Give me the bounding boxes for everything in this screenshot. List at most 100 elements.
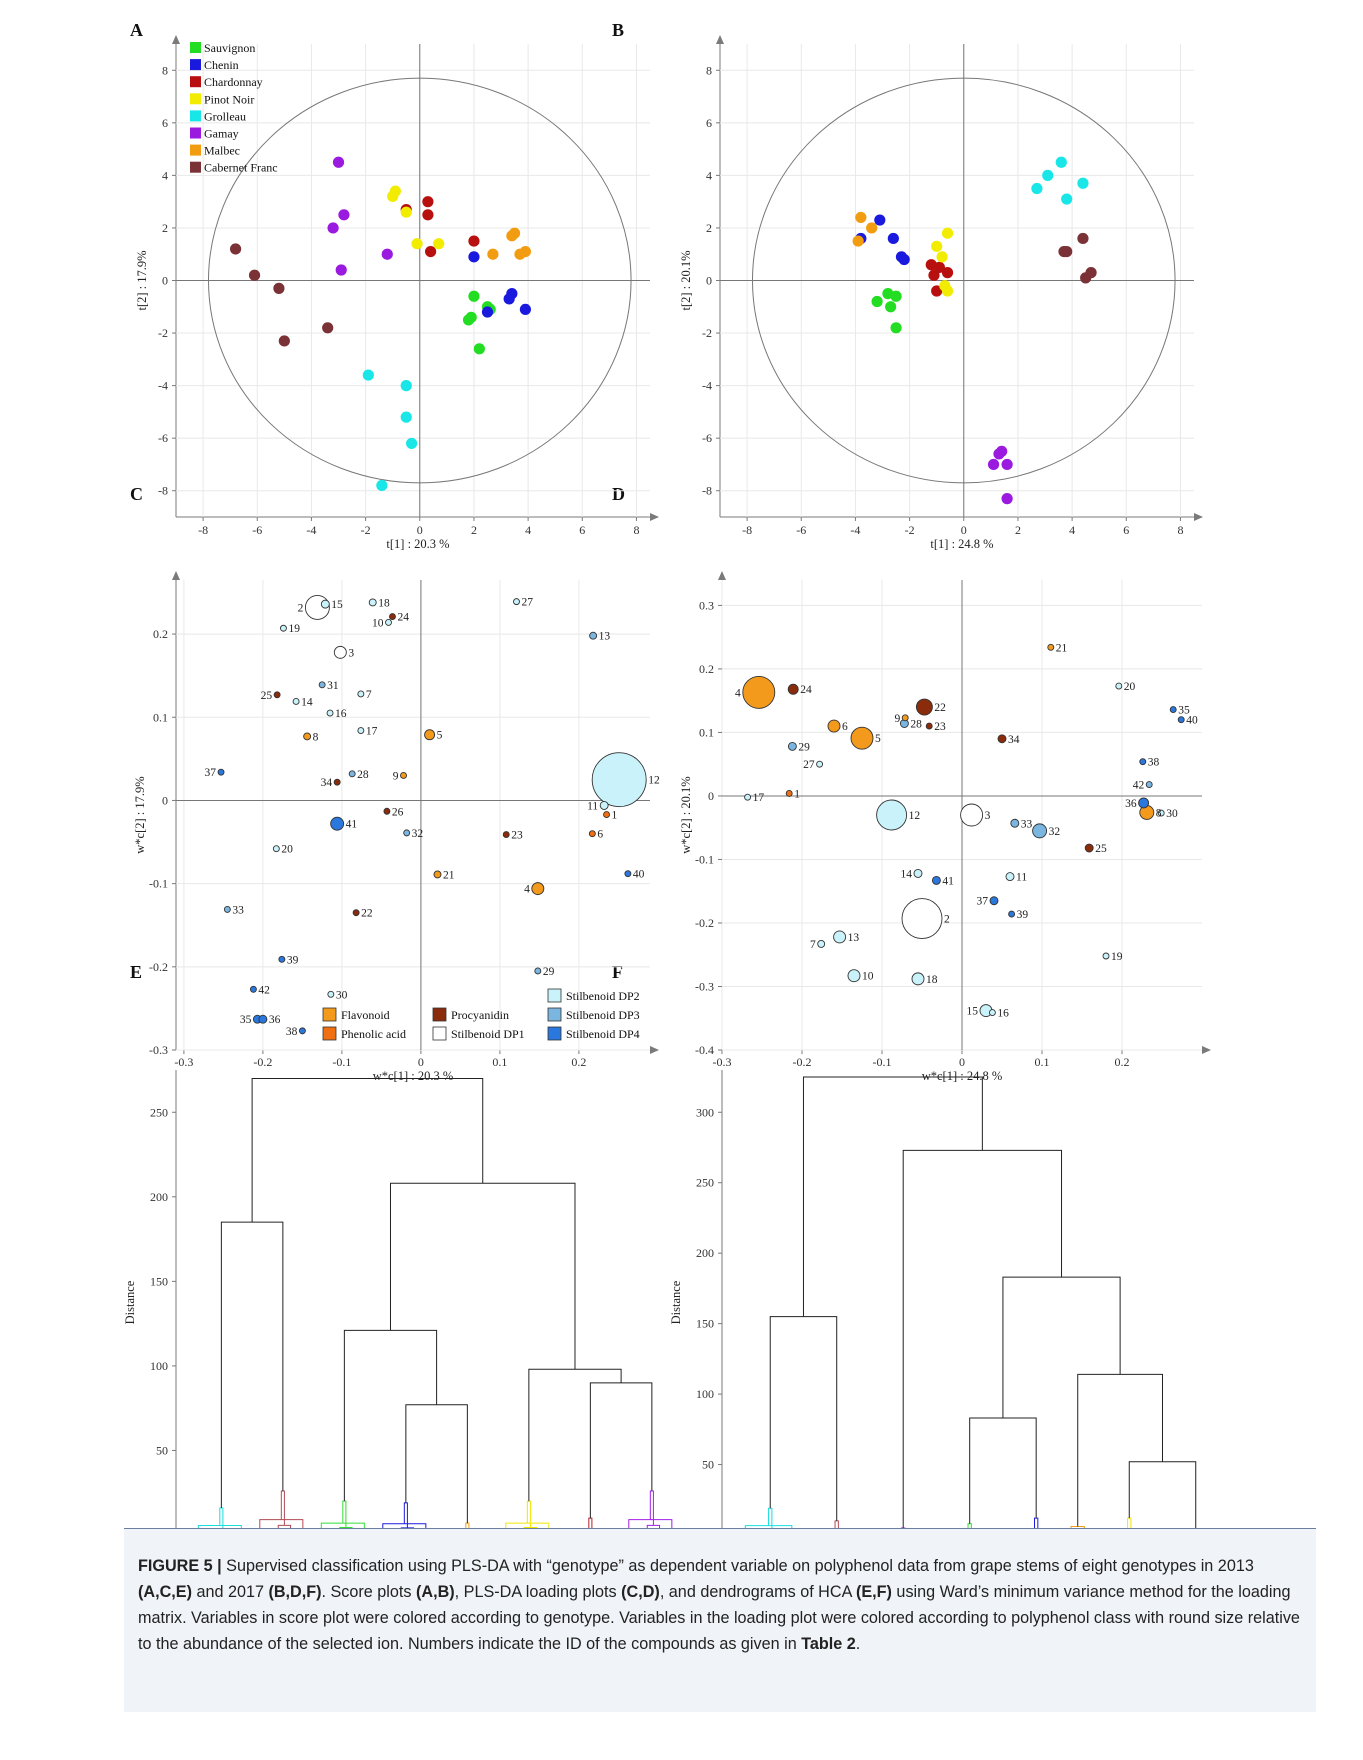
panel-f-dendrogram: 050100150200250300DistanceGrolleauGrolle… (669, 1070, 1197, 1528)
loading-label-6: 6 (842, 721, 848, 733)
score-point-gamay (381, 248, 393, 260)
dendrogram-merge (802, 1076, 983, 1317)
legend-label: Procyanidin (451, 1008, 509, 1022)
loading-point-6 (827, 719, 841, 733)
x-tick-label: -4 (306, 523, 316, 537)
x-tick-label: 0 (961, 523, 967, 537)
score-point-grolleau (376, 479, 388, 492)
dendrogram-link (277, 1524, 292, 1528)
score-point-gamay (332, 156, 345, 168)
loading-label-25: 25 (261, 690, 273, 702)
dendrogram-link (280, 1490, 285, 1526)
x-axis-label: w*c[1] : 20.3 % (373, 1069, 454, 1083)
legend-swatch (190, 76, 201, 88)
loading-label-4: 4 (735, 687, 741, 699)
y-tick-label: 0.2 (153, 627, 168, 641)
loading-label-8: 8 (1156, 807, 1162, 819)
caption-bold-ref: (A,C,E) (138, 1583, 192, 1601)
score-point-grolleau (1031, 182, 1043, 195)
score-point-sauvignon (890, 290, 902, 302)
hotelling-ellipse (208, 77, 632, 484)
score-point-pinot-noir (389, 185, 401, 197)
loading-point-24 (787, 683, 799, 695)
loading-label-42: 42 (1133, 780, 1145, 792)
loading-label-9: 9 (393, 770, 399, 782)
y-tick-label: 2 (706, 221, 712, 235)
y-axis-label: w*c[2] : 17.9% (133, 776, 147, 853)
legend-swatch (190, 110, 201, 122)
y-tick-label: -0.4 (695, 1043, 714, 1057)
loading-label-14: 14 (301, 696, 313, 708)
x-axis-arrow (1202, 1046, 1211, 1054)
loading-label-19: 19 (288, 623, 300, 635)
loading-label-41: 41 (346, 819, 358, 831)
loading-point-23 (925, 722, 933, 730)
x-tick-label: 8 (633, 523, 639, 537)
loading-label-23: 23 (511, 830, 523, 842)
loading-label-30: 30 (336, 989, 348, 1001)
panel-d-plot: -0.3 -0.2 -0.1 0 0.1 0.2-0.4-0.3-0.2-0.100.10… (679, 571, 1211, 1083)
caption-body: Supervised classification using PLS-DA w… (138, 1557, 1300, 1653)
score-point-cabernet-franc (322, 322, 334, 334)
legend-label: Stilbenoid DP1 (451, 1027, 525, 1041)
loading-label-22: 22 (934, 702, 946, 714)
panel-letter-e: E (130, 962, 142, 982)
legend-label: Chenin (204, 58, 239, 72)
x-tick-label: 6 (1123, 523, 1129, 537)
y-tick-label: 0.1 (153, 710, 168, 724)
y-tick-label: 200 (150, 1190, 168, 1204)
loading-label-39: 39 (1017, 909, 1029, 921)
loading-point-30 (1157, 809, 1165, 817)
score-point-chenin (481, 306, 494, 318)
x-axis-label: t[1] : 20.3 % (386, 537, 449, 551)
caption-bold-ref: (A,B) (416, 1583, 455, 1601)
score-point-malbec (519, 245, 532, 258)
x-tick-label: -8 (742, 523, 752, 537)
legend-label: Flavonoid (341, 1008, 390, 1022)
y-tick-label: -4 (158, 379, 168, 393)
loading-label-17: 17 (366, 726, 378, 738)
loading-point-1 (785, 789, 793, 797)
score-point-chardonnay (928, 269, 940, 281)
loading-point-20 (272, 845, 280, 853)
x-tick-label: -2 (905, 523, 915, 537)
x-tick-label: 0.2 (571, 1055, 586, 1069)
y-axis-arrow (172, 571, 180, 580)
score-point-sauvignon (890, 322, 902, 334)
loading-point-18 (368, 598, 377, 607)
loading-point-32 (1032, 823, 1048, 839)
legend-label: Malbec (204, 144, 240, 158)
x-tick-label: 4 (1069, 523, 1075, 537)
loading-point-22 (915, 698, 933, 716)
loading-label-11: 11 (1016, 872, 1027, 884)
caption-label: FIGURE 5 | (138, 1557, 222, 1575)
dendrogram-merge (251, 1077, 484, 1223)
x-tick-label: 0 (959, 1055, 965, 1069)
y-axis-arrow (718, 571, 726, 580)
loading-label-24: 24 (397, 612, 409, 624)
x-tick-label: -0.1 (873, 1055, 892, 1069)
score-point-pinot-noir (941, 227, 954, 239)
loading-label-28: 28 (357, 769, 369, 781)
loading-label-10: 10 (372, 617, 384, 629)
score-point-sauvignon (473, 343, 485, 355)
loading-point-17 (357, 727, 365, 735)
loading-point-1 (603, 811, 610, 819)
loading-label-27: 27 (803, 759, 815, 771)
legend-swatch (547, 988, 562, 1003)
y-axis-label: t[2] : 20.1% (679, 250, 693, 310)
dendrogram-link (1127, 1517, 1132, 1528)
panel-letter-c: C (130, 484, 143, 504)
legend-label: Stilbenoid DP3 (566, 1008, 640, 1022)
loading-label-11: 11 (587, 800, 598, 812)
loading-point-40 (1177, 716, 1185, 724)
score-point-sauvignon (885, 301, 897, 313)
loading-point-12 (876, 799, 908, 831)
dendrogram-link (588, 1517, 593, 1528)
y-tick-label: 300 (696, 1105, 714, 1119)
loading-label-37: 37 (205, 767, 217, 779)
score-point-gamay (1001, 493, 1013, 505)
loading-label-13: 13 (599, 631, 611, 643)
loading-point-25 (1084, 843, 1094, 853)
